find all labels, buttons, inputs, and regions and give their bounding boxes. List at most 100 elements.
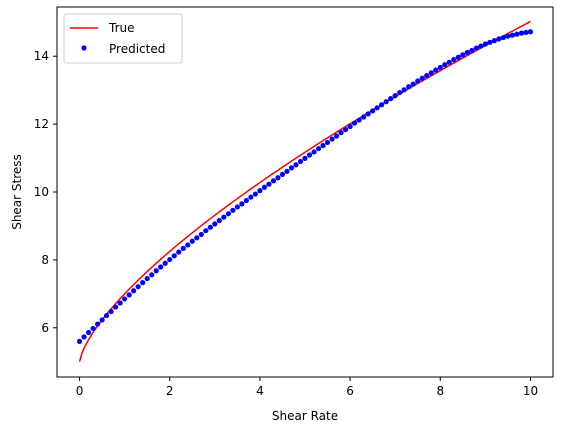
y-axis-label: Shear Stress: [10, 154, 24, 230]
predicted-point: [374, 105, 380, 111]
predicted-point: [315, 145, 322, 152]
predicted-point: [266, 181, 272, 187]
predicted-point: [397, 89, 403, 96]
legend-true-label: True: [108, 21, 135, 35]
predicted-point: [221, 214, 227, 220]
x-axis: 0 2 4 6 8 10: [76, 377, 538, 398]
predicted-point: [491, 38, 497, 44]
predicted-point: [198, 231, 204, 238]
y-tick-label: 8: [41, 253, 49, 267]
predicted-point: [203, 228, 209, 234]
predicted-point: [478, 43, 484, 49]
predicted-point: [230, 207, 236, 213]
predicted-point: [523, 29, 529, 36]
predicted-point: [306, 152, 313, 158]
predicted-point: [496, 36, 502, 42]
x-axis-label: Shear Rate: [272, 409, 338, 423]
predicted-point: [85, 329, 92, 336]
predicted-point: [149, 272, 155, 278]
predicted-point: [104, 312, 110, 319]
plot-area: [57, 7, 553, 377]
predicted-point: [76, 338, 83, 344]
predicted-point: [311, 149, 317, 155]
predicted-point: [288, 165, 295, 171]
predicted-point: [410, 81, 416, 87]
predicted-point: [207, 224, 213, 230]
predicted-point: [297, 158, 304, 165]
predicted-point: [473, 45, 479, 51]
predicted-point: [243, 197, 249, 204]
y-tick-label: 14: [34, 49, 49, 63]
predicted-point: [275, 175, 281, 181]
predicted-point: [158, 264, 164, 270]
predicted-point: [194, 235, 200, 241]
predicted-point: [324, 139, 331, 146]
predicted-point: [239, 201, 245, 207]
predicted-point: [144, 275, 150, 282]
y-tick-label: 10: [34, 185, 49, 199]
predicted-point: [460, 52, 466, 58]
legend-box: [63, 13, 183, 64]
predicted-point: [108, 308, 114, 315]
predicted-point: [482, 41, 488, 47]
predicted-point: [153, 268, 159, 274]
y-tick-label: 6: [41, 321, 49, 335]
predicted-point: [135, 284, 141, 290]
predicted-point: [446, 59, 452, 65]
predicted-point: [284, 168, 290, 174]
predicted-point: [370, 108, 376, 114]
predicted-point: [162, 260, 168, 266]
predicted-point: [131, 288, 137, 294]
predicted-point: [126, 292, 132, 298]
predicted-point: [216, 217, 222, 224]
x-tick-label: 6: [346, 384, 354, 398]
predicted-point: [451, 57, 457, 63]
predicted-point: [424, 72, 430, 79]
predicted-point: [388, 96, 394, 102]
legend-predicted-label: Predicted: [109, 42, 165, 56]
predicted-point: [81, 334, 87, 340]
predicted-point: [279, 171, 286, 177]
predicted-point: [514, 31, 520, 37]
predicted-point: [257, 188, 263, 194]
predicted-point: [518, 30, 525, 36]
predicted-point: [234, 204, 240, 210]
predicted-point: [500, 34, 506, 41]
predicted-point: [505, 33, 511, 39]
x-tick-label: 10: [523, 384, 538, 398]
predicted-point: [225, 211, 231, 217]
legend: True Predicted: [63, 13, 183, 64]
predicted-point: [365, 111, 371, 117]
predicted-point: [437, 64, 443, 71]
y-tick-label: 12: [34, 117, 49, 131]
predicted-point: [469, 47, 475, 54]
predicted-point: [342, 126, 349, 133]
predicted-series-layer: [76, 29, 534, 344]
predicted-point: [392, 93, 398, 99]
predicted-point: [379, 102, 385, 108]
predicted-point: [419, 75, 425, 81]
predicted-point: [455, 54, 461, 60]
predicted-point: [189, 238, 195, 244]
predicted-point: [527, 29, 534, 35]
predicted-point: [90, 325, 96, 332]
predicted-point: [176, 249, 182, 255]
predicted-point: [329, 136, 335, 142]
predicted-point: [252, 191, 258, 197]
x-tick-label: 4: [256, 384, 264, 398]
predicted-point: [487, 39, 493, 45]
predicted-point: [122, 296, 128, 302]
predicted-point: [356, 117, 362, 123]
predicted-point: [406, 84, 412, 90]
predicted-point: [383, 99, 389, 105]
predicted-point: [270, 178, 277, 184]
true-series-layer: [78, 20, 531, 362]
predicted-point: [320, 142, 326, 149]
predicted-point: [212, 221, 218, 227]
x-tick-label: 2: [166, 384, 174, 398]
predicted-point: [140, 280, 146, 286]
predicted-point: [94, 321, 101, 327]
predicted-point: [428, 70, 434, 76]
predicted-point: [171, 253, 177, 259]
